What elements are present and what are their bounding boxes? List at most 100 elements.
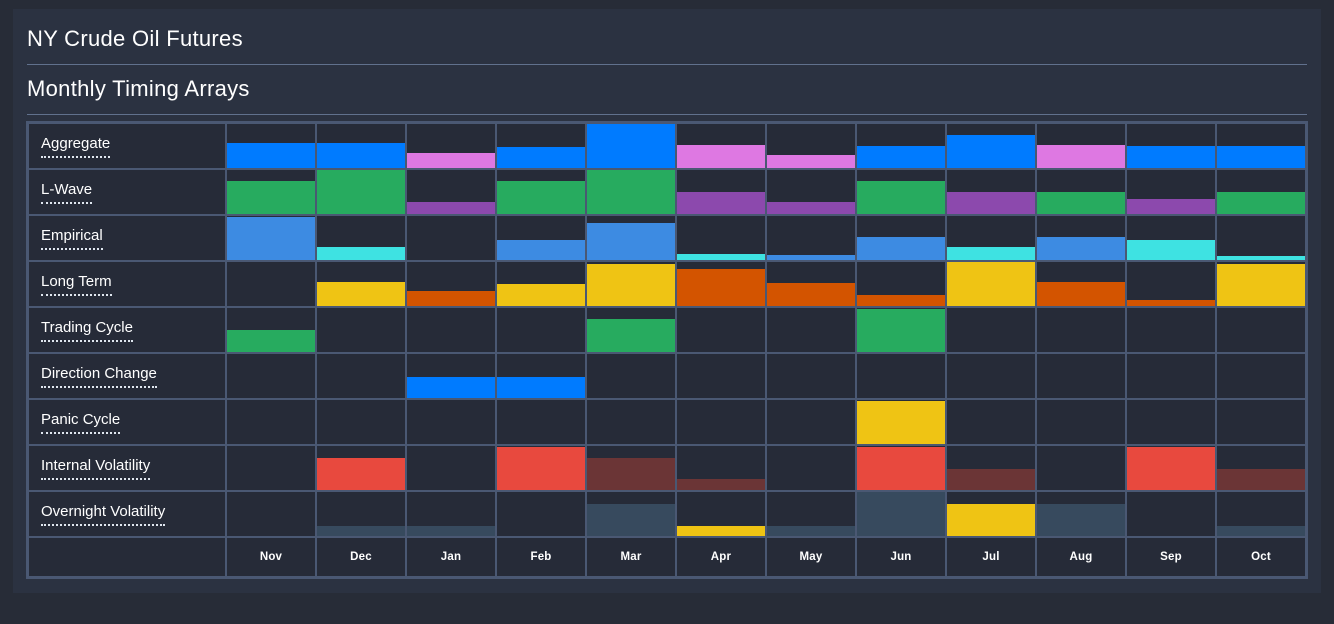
panel-header: NY Crude Oil Futures Monthly Timing Arra… — [13, 9, 1321, 115]
array-cell-trading-cycle-jul — [947, 308, 1035, 352]
row-label-empirical[interactable]: Empirical — [29, 216, 225, 260]
array-bar-medblue — [587, 223, 675, 260]
array-bar-orange — [1037, 281, 1125, 306]
array-cell-empirical-jul — [947, 216, 1035, 260]
array-bar-red — [1127, 446, 1215, 490]
array-cell-panic-cycle-may — [767, 400, 855, 444]
array-cell-long-term-nov — [227, 262, 315, 306]
array-cell-l-wave-oct — [1217, 170, 1305, 214]
array-bar-magenta — [407, 152, 495, 168]
array-cell-panic-cycle-aug — [1037, 400, 1125, 444]
row-label-overnight-volatility[interactable]: Overnight Volatility — [29, 492, 225, 536]
array-cell-panic-cycle-sep — [1127, 400, 1215, 444]
month-header-apr: Apr — [677, 538, 765, 576]
row-label-text: Internal Volatility — [41, 457, 151, 480]
array-cell-empirical-dec — [317, 216, 405, 260]
array-bar-green — [497, 180, 585, 214]
array-bar-slate — [767, 525, 855, 536]
array-bar-orange — [677, 268, 765, 306]
array-cell-direction-change-oct — [1217, 354, 1305, 398]
array-bar-medblue — [497, 240, 585, 260]
array-bar-green — [1037, 192, 1125, 214]
array-cell-long-term-jul — [947, 262, 1035, 306]
month-header-dec: Dec — [317, 538, 405, 576]
array-cell-panic-cycle-dec — [317, 400, 405, 444]
row-label-panic-cycle[interactable]: Panic Cycle — [29, 400, 225, 444]
array-cell-empirical-oct — [1217, 216, 1305, 260]
array-cell-panic-cycle-jun — [857, 400, 945, 444]
array-bar-purple — [407, 201, 495, 214]
array-cell-internal-volatility-nov — [227, 446, 315, 490]
array-cell-trading-cycle-dec — [317, 308, 405, 352]
month-header-oct: Oct — [1217, 538, 1305, 576]
subtitle-divider — [27, 114, 1307, 115]
array-bar-yellow — [857, 401, 945, 444]
row-label-text: Empirical — [41, 227, 103, 250]
row-label-text: Panic Cycle — [41, 411, 121, 434]
array-cell-l-wave-mar — [587, 170, 675, 214]
array-cell-overnight-volatility-aug — [1037, 492, 1125, 536]
array-cell-direction-change-apr — [677, 354, 765, 398]
array-bar-yellow — [587, 264, 675, 306]
row-label-direction-change[interactable]: Direction Change — [29, 354, 225, 398]
array-cell-long-term-aug — [1037, 262, 1125, 306]
array-cell-l-wave-apr — [677, 170, 765, 214]
array-cell-direction-change-feb — [497, 354, 585, 398]
array-cell-l-wave-jan — [407, 170, 495, 214]
array-bar-medblue — [857, 236, 945, 260]
array-bar-maroon — [947, 469, 1035, 490]
array-bar-magenta — [767, 154, 855, 168]
row-label-l-wave[interactable]: L-Wave — [29, 170, 225, 214]
array-bar-blue — [497, 377, 585, 398]
array-cell-internal-volatility-apr — [677, 446, 765, 490]
array-cell-aggregate-oct — [1217, 124, 1305, 168]
month-header-corner — [29, 538, 225, 576]
array-cell-trading-cycle-feb — [497, 308, 585, 352]
array-cell-panic-cycle-jan — [407, 400, 495, 444]
array-cell-trading-cycle-jan — [407, 308, 495, 352]
array-bar-cyan — [947, 247, 1035, 260]
array-cell-overnight-volatility-jun — [857, 492, 945, 536]
array-cell-empirical-sep — [1127, 216, 1215, 260]
array-bar-medblue — [1037, 236, 1125, 260]
array-bar-yellow — [677, 525, 765, 536]
row-label-long-term[interactable]: Long Term — [29, 262, 225, 306]
array-bar-yellow — [947, 262, 1035, 306]
row-label-aggregate[interactable]: Aggregate — [29, 124, 225, 168]
array-cell-empirical-jan — [407, 216, 495, 260]
array-cell-long-term-dec — [317, 262, 405, 306]
array-cell-direction-change-aug — [1037, 354, 1125, 398]
array-cell-direction-change-jun — [857, 354, 945, 398]
row-label-internal-volatility[interactable]: Internal Volatility — [29, 446, 225, 490]
array-cell-panic-cycle-oct — [1217, 400, 1305, 444]
array-bar-slate — [857, 492, 945, 536]
array-cell-long-term-mar — [587, 262, 675, 306]
month-header-aug: Aug — [1037, 538, 1125, 576]
array-cell-direction-change-jul — [947, 354, 1035, 398]
array-cell-long-term-sep — [1127, 262, 1215, 306]
array-bar-orange — [767, 282, 855, 306]
array-bar-green — [857, 180, 945, 214]
array-bar-green — [587, 318, 675, 352]
array-cell-long-term-oct — [1217, 262, 1305, 306]
array-cell-l-wave-aug — [1037, 170, 1125, 214]
array-cell-l-wave-nov — [227, 170, 315, 214]
array-bar-slate — [1217, 525, 1305, 536]
array-cell-internal-volatility-jan — [407, 446, 495, 490]
array-cell-l-wave-feb — [497, 170, 585, 214]
array-bar-green — [227, 180, 315, 214]
array-cell-empirical-may — [767, 216, 855, 260]
array-cell-empirical-feb — [497, 216, 585, 260]
array-cell-aggregate-nov — [227, 124, 315, 168]
array-cell-l-wave-sep — [1127, 170, 1215, 214]
array-cell-direction-change-mar — [587, 354, 675, 398]
array-bar-magenta — [1037, 144, 1125, 168]
array-bar-blue — [1127, 146, 1215, 168]
array-cell-panic-cycle-apr — [677, 400, 765, 444]
array-cell-aggregate-mar — [587, 124, 675, 168]
array-cell-internal-volatility-aug — [1037, 446, 1125, 490]
month-header-may: May — [767, 538, 855, 576]
row-label-trading-cycle[interactable]: Trading Cycle — [29, 308, 225, 352]
array-cell-overnight-volatility-mar — [587, 492, 675, 536]
array-cell-panic-cycle-mar — [587, 400, 675, 444]
